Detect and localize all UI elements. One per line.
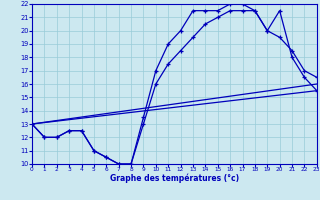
X-axis label: Graphe des températures (°c): Graphe des températures (°c) bbox=[110, 174, 239, 183]
